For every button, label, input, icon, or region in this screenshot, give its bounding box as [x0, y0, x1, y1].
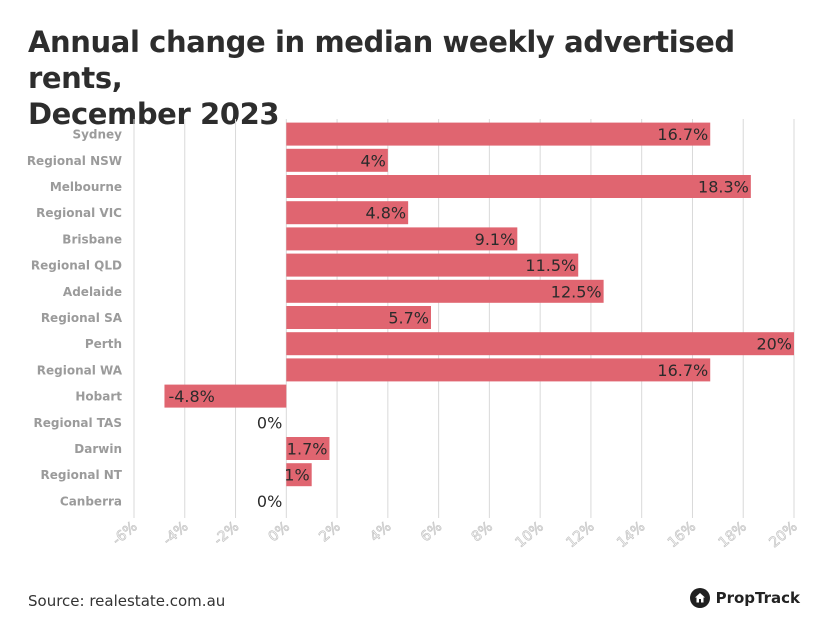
value-label: 18.3%: [698, 178, 749, 197]
bar-chart: Sydney Regional NSW Melbourne Regional VIC B…: [27, 119, 801, 551]
value-label: 20%: [756, 335, 792, 354]
category-label: Regional SA: [41, 311, 123, 325]
x-tick-label: 20%: [766, 519, 800, 551]
x-tick-label: 16%: [665, 519, 699, 551]
bar: [286, 201, 409, 225]
category-label: Melbourne: [50, 180, 122, 194]
value-label: 5.7%: [388, 309, 429, 328]
x-tick-label: 10%: [513, 519, 547, 551]
x-tick-label: 12%: [563, 519, 597, 551]
value-label: 1%: [284, 466, 309, 485]
x-tick-label: 4%: [367, 519, 394, 546]
value-labels: 16.7% 4% 18.3% 4.8% 9.1% 11.5% 12.5% 5.7% 20% 16.…: [168, 125, 792, 511]
value-label: -4.8%: [168, 387, 214, 406]
bar: [286, 253, 579, 277]
x-axis-ticks: -6% -4% -2% 0% 2% 4% 6% 8% 10% 12% 14% 16% 18% 20%: [109, 518, 801, 551]
category-label: Regional NT: [41, 468, 123, 482]
category-label: Sydney: [72, 128, 122, 142]
brand-name: PropTrack: [715, 589, 800, 607]
bar: [164, 384, 287, 408]
value-label: 0%: [257, 492, 282, 511]
category-label: Regional TAS: [34, 416, 122, 430]
x-tick-label: -4%: [160, 519, 191, 549]
x-tick-label: 0%: [266, 519, 293, 546]
category-label: Regional NSW: [27, 154, 122, 168]
chart-title-line-2: December 2023: [28, 97, 280, 131]
category-label: Canberra: [60, 494, 122, 508]
category-label: Perth: [85, 337, 122, 351]
category-label: Hobart: [75, 390, 122, 404]
source-note: Source: realestate.com.au: [28, 592, 226, 610]
x-tick-label: 14%: [614, 519, 648, 551]
value-label: 0%: [257, 413, 282, 432]
bar: [286, 175, 751, 198]
chart-title: Annual change in median weekly advertise…: [28, 24, 818, 132]
value-label: 12.5%: [551, 282, 602, 301]
x-tick-label: 8%: [469, 519, 496, 546]
value-label: 9.1%: [475, 230, 516, 249]
value-label: 16.7%: [657, 125, 708, 144]
x-tick-label: 6%: [418, 519, 445, 546]
chart-title-line-1: Annual change in median weekly advertise…: [28, 25, 735, 95]
value-label: 1.7%: [287, 440, 328, 459]
bar: [286, 227, 518, 251]
category-label: Brisbane: [62, 232, 122, 246]
brand-logo: PropTrack: [689, 588, 800, 608]
category-labels: Sydney Regional NSW Melbourne Regional VIC B…: [27, 128, 123, 509]
house-icon: [689, 588, 710, 608]
bar: [286, 332, 794, 356]
bar: [286, 306, 431, 329]
value-label: 11.5%: [525, 256, 576, 275]
category-label: Darwin: [74, 442, 122, 456]
value-label: 4%: [360, 151, 385, 170]
bar: [286, 148, 388, 172]
bar: [286, 463, 312, 487]
x-tick-label: -2%: [211, 519, 242, 549]
category-label: Adelaide: [63, 285, 122, 299]
bar: [286, 437, 330, 460]
bar: [286, 358, 711, 382]
category-label: Regional VIC: [36, 206, 122, 220]
bar: [286, 279, 604, 303]
x-tick-label: -6%: [109, 519, 140, 549]
category-label: Regional QLD: [31, 259, 122, 273]
x-tick-label: 18%: [716, 519, 750, 551]
value-label: 4.8%: [365, 204, 406, 223]
bars: [164, 122, 794, 487]
category-label: Regional WA: [37, 363, 123, 377]
value-label: 16.7%: [657, 361, 708, 380]
bar: [286, 122, 711, 146]
x-tick-label: 2%: [316, 519, 343, 546]
